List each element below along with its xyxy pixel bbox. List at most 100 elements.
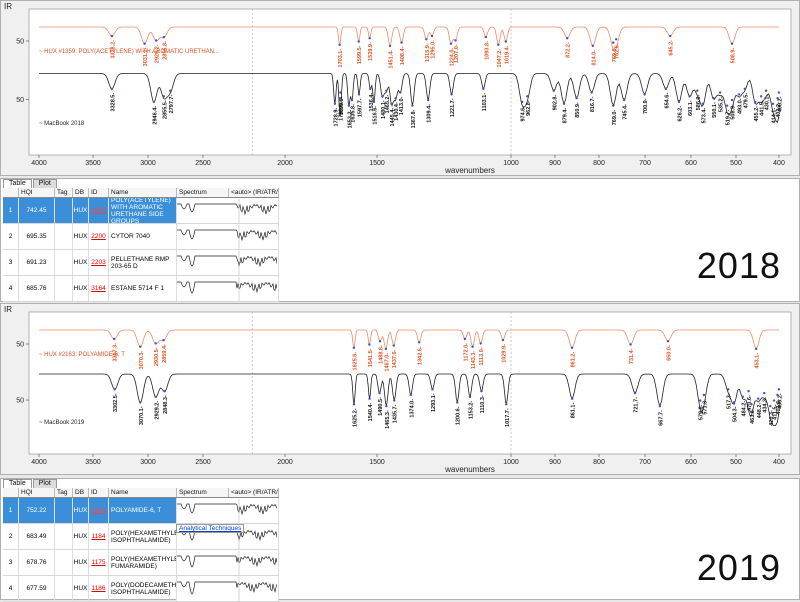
- tab-table[interactable]: Table: [3, 179, 32, 188]
- header-name[interactable]: Name: [109, 188, 177, 197]
- library-id[interactable]: 2203: [89, 250, 109, 275]
- ir-spectrum-panel-2018[interactable]: 50 50 4000 3500 3000 2500 2000 1500 1000 900 800 70…: [0, 0, 800, 176]
- db-value: HUX: [73, 576, 89, 601]
- library-id-link[interactable]: 1359: [91, 207, 106, 214]
- sample-peak-marker: [622, 98, 626, 102]
- sample-peak-label: 535.2-: [719, 96, 725, 112]
- sample-peak-label: 1635.8-: [351, 104, 357, 123]
- library-id[interactable]: 1186: [89, 576, 109, 601]
- sample-peak-marker: [372, 100, 376, 104]
- sample-peak-label: 700.9-: [643, 98, 649, 114]
- header-tag[interactable]: Tag: [55, 188, 73, 197]
- tab-plot[interactable]: Plot: [32, 179, 57, 188]
- sample-peak-label: 1445.4-: [390, 108, 396, 127]
- sample-peak-label: 902.8-: [552, 95, 558, 111]
- result-row[interactable]: 3 691.23 HUX 2203 PELLETHANE RMP 203-65 D: [3, 250, 279, 276]
- sample-peak-label: 579.6-: [699, 404, 705, 420]
- header-spectrum[interactable]: Spectrum: [177, 188, 229, 197]
- library-id-link[interactable]: 3164: [91, 285, 106, 292]
- library-id[interactable]: 3164: [89, 276, 109, 301]
- library-id-link[interactable]: 2163: [91, 507, 106, 514]
- ir-spectrum-chart-2018[interactable]: 50 50 4000 3500 3000 2500 2000 1500 1000 900 800 70…: [1, 1, 799, 175]
- header-db[interactable]: DB: [73, 188, 89, 197]
- sample-peak-marker: [750, 403, 753, 406]
- reference-peak-label: 814.0-: [591, 50, 597, 66]
- header-id[interactable]: ID: [89, 188, 109, 197]
- result-row[interactable]: 1 752.22 HUX 2163 POLYAMIDE-6, T: [3, 498, 279, 524]
- library-id-link[interactable]: 1186: [91, 585, 106, 592]
- sample-peak-marker: [390, 102, 393, 105]
- header-index[interactable]: [3, 188, 19, 197]
- result-row[interactable]: 2 695.35 HUX 2200 CYTOR 7040: [3, 224, 279, 250]
- sample-peak-label: 1490.5-: [378, 397, 384, 416]
- sample-peak-label: 1017.7-: [505, 408, 511, 427]
- library-id-link[interactable]: 2203: [91, 259, 106, 266]
- header-spectrum-mode[interactable]: <auto> (IR/ATR/IR): [231, 188, 279, 197]
- ir-spectrum-panel-2019[interactable]: 50 50 4000 3500 3000 2500 2000 1500 1000 900 800 70…: [0, 303, 800, 475]
- sample-peak-label: 1701.4-: [338, 102, 344, 121]
- reference-peak-label: 1315.9-: [425, 43, 431, 62]
- header-db[interactable]: DB: [73, 488, 89, 497]
- reference-peak-label: 3031.1-: [143, 48, 149, 67]
- header-tag[interactable]: Tag: [55, 488, 73, 497]
- analytical-techniques-tooltip[interactable]: Analytical Techniques: [176, 524, 245, 533]
- library-id[interactable]: 2163: [89, 498, 109, 523]
- sample-peak-marker: [698, 399, 702, 402]
- tab-table[interactable]: Table: [3, 479, 32, 488]
- result-row[interactable]: 1 742.45 HUX 1359 POLY(ACETYLENE) WITH AROMA…: [3, 198, 279, 224]
- sample-peak-label: 1103.1-: [482, 93, 488, 112]
- ir-spectrum-chart-2019[interactable]: 50 50 4000 3500 3000 2500 2000 1500 1000 900 800 70…: [1, 304, 799, 474]
- sample-peak-label: 517.3-: [727, 393, 733, 409]
- reference-peak-label: 1029.9-: [501, 344, 507, 363]
- result-row[interactable]: 4 685.76 HUX 3164 ESTANE 5714 F 1: [3, 276, 279, 302]
- reference-peak-marker: [392, 344, 395, 347]
- header-hqi[interactable]: HQI: [19, 188, 55, 197]
- header-hqi[interactable]: HQI: [19, 488, 55, 497]
- library-id[interactable]: 1359: [89, 198, 109, 223]
- reference-peak-label: 1408.4-: [400, 46, 406, 65]
- sample-peak-marker: [743, 87, 747, 91]
- reference-peak-marker: [154, 342, 157, 345]
- header-spectrum-mode[interactable]: <auto> (IR/ATR/IR): [231, 488, 279, 497]
- tag-cell: [55, 198, 73, 223]
- reference-peak-label: 1599.5-: [357, 45, 363, 64]
- tab-plot[interactable]: Plot: [32, 479, 57, 488]
- sample-peak-label: 1728.9-: [333, 108, 339, 127]
- header-name[interactable]: Name: [109, 488, 177, 497]
- sample-peak-marker: [777, 388, 781, 391]
- library-id[interactable]: 1184: [89, 524, 109, 549]
- reference-peak-marker: [162, 35, 166, 39]
- header-index[interactable]: [3, 488, 19, 497]
- row-index: 1: [3, 498, 19, 523]
- header-spectrum[interactable]: Spectrum: [177, 488, 229, 497]
- sample-peak-marker: [409, 393, 412, 397]
- sample-peak-label: 508.9-: [730, 104, 736, 120]
- sample-peak-label: 1653.2-: [347, 109, 353, 128]
- library-id-link[interactable]: 1175: [91, 559, 106, 566]
- compound-name: POLY(HEXAMETHYLENE ISOPHTHALAMIDE): [109, 524, 177, 549]
- sample-peak-label: 1430.4-: [394, 102, 400, 121]
- sample-peak-marker: [771, 102, 775, 105]
- x-tick-label: 3500: [85, 160, 101, 167]
- sample-peak-label: 3302.5-: [113, 393, 119, 412]
- sample-peak-label: 1465.2-: [385, 95, 391, 114]
- sample-peak-marker: [688, 95, 691, 98]
- reference-peak-label: 1342.6-: [418, 346, 424, 365]
- spectrum-thumbnail: [177, 250, 277, 275]
- library-id[interactable]: 1175: [89, 550, 109, 575]
- sample-peak-label: 430.1-: [765, 95, 771, 111]
- library-id[interactable]: 2200: [89, 224, 109, 249]
- sample-peak-marker: [737, 93, 741, 96]
- library-id-link[interactable]: 2200: [91, 233, 106, 240]
- spectrum-thumbnail: [177, 198, 277, 223]
- sample-peak-marker: [154, 395, 157, 399]
- header-id[interactable]: ID: [89, 488, 109, 497]
- library-id-link[interactable]: 1184: [91, 533, 106, 540]
- reference-peak-label: 1437.6-: [392, 349, 398, 368]
- results-table-panel-2018: Table Plot HQI Tag DB ID Name Spectrum <auto> …: [0, 178, 800, 302]
- sample-peak-label: 1367.8-: [411, 109, 417, 128]
- spectrum-thumbnail: [177, 550, 277, 575]
- sample-peak-label: 1435.7-: [393, 404, 399, 423]
